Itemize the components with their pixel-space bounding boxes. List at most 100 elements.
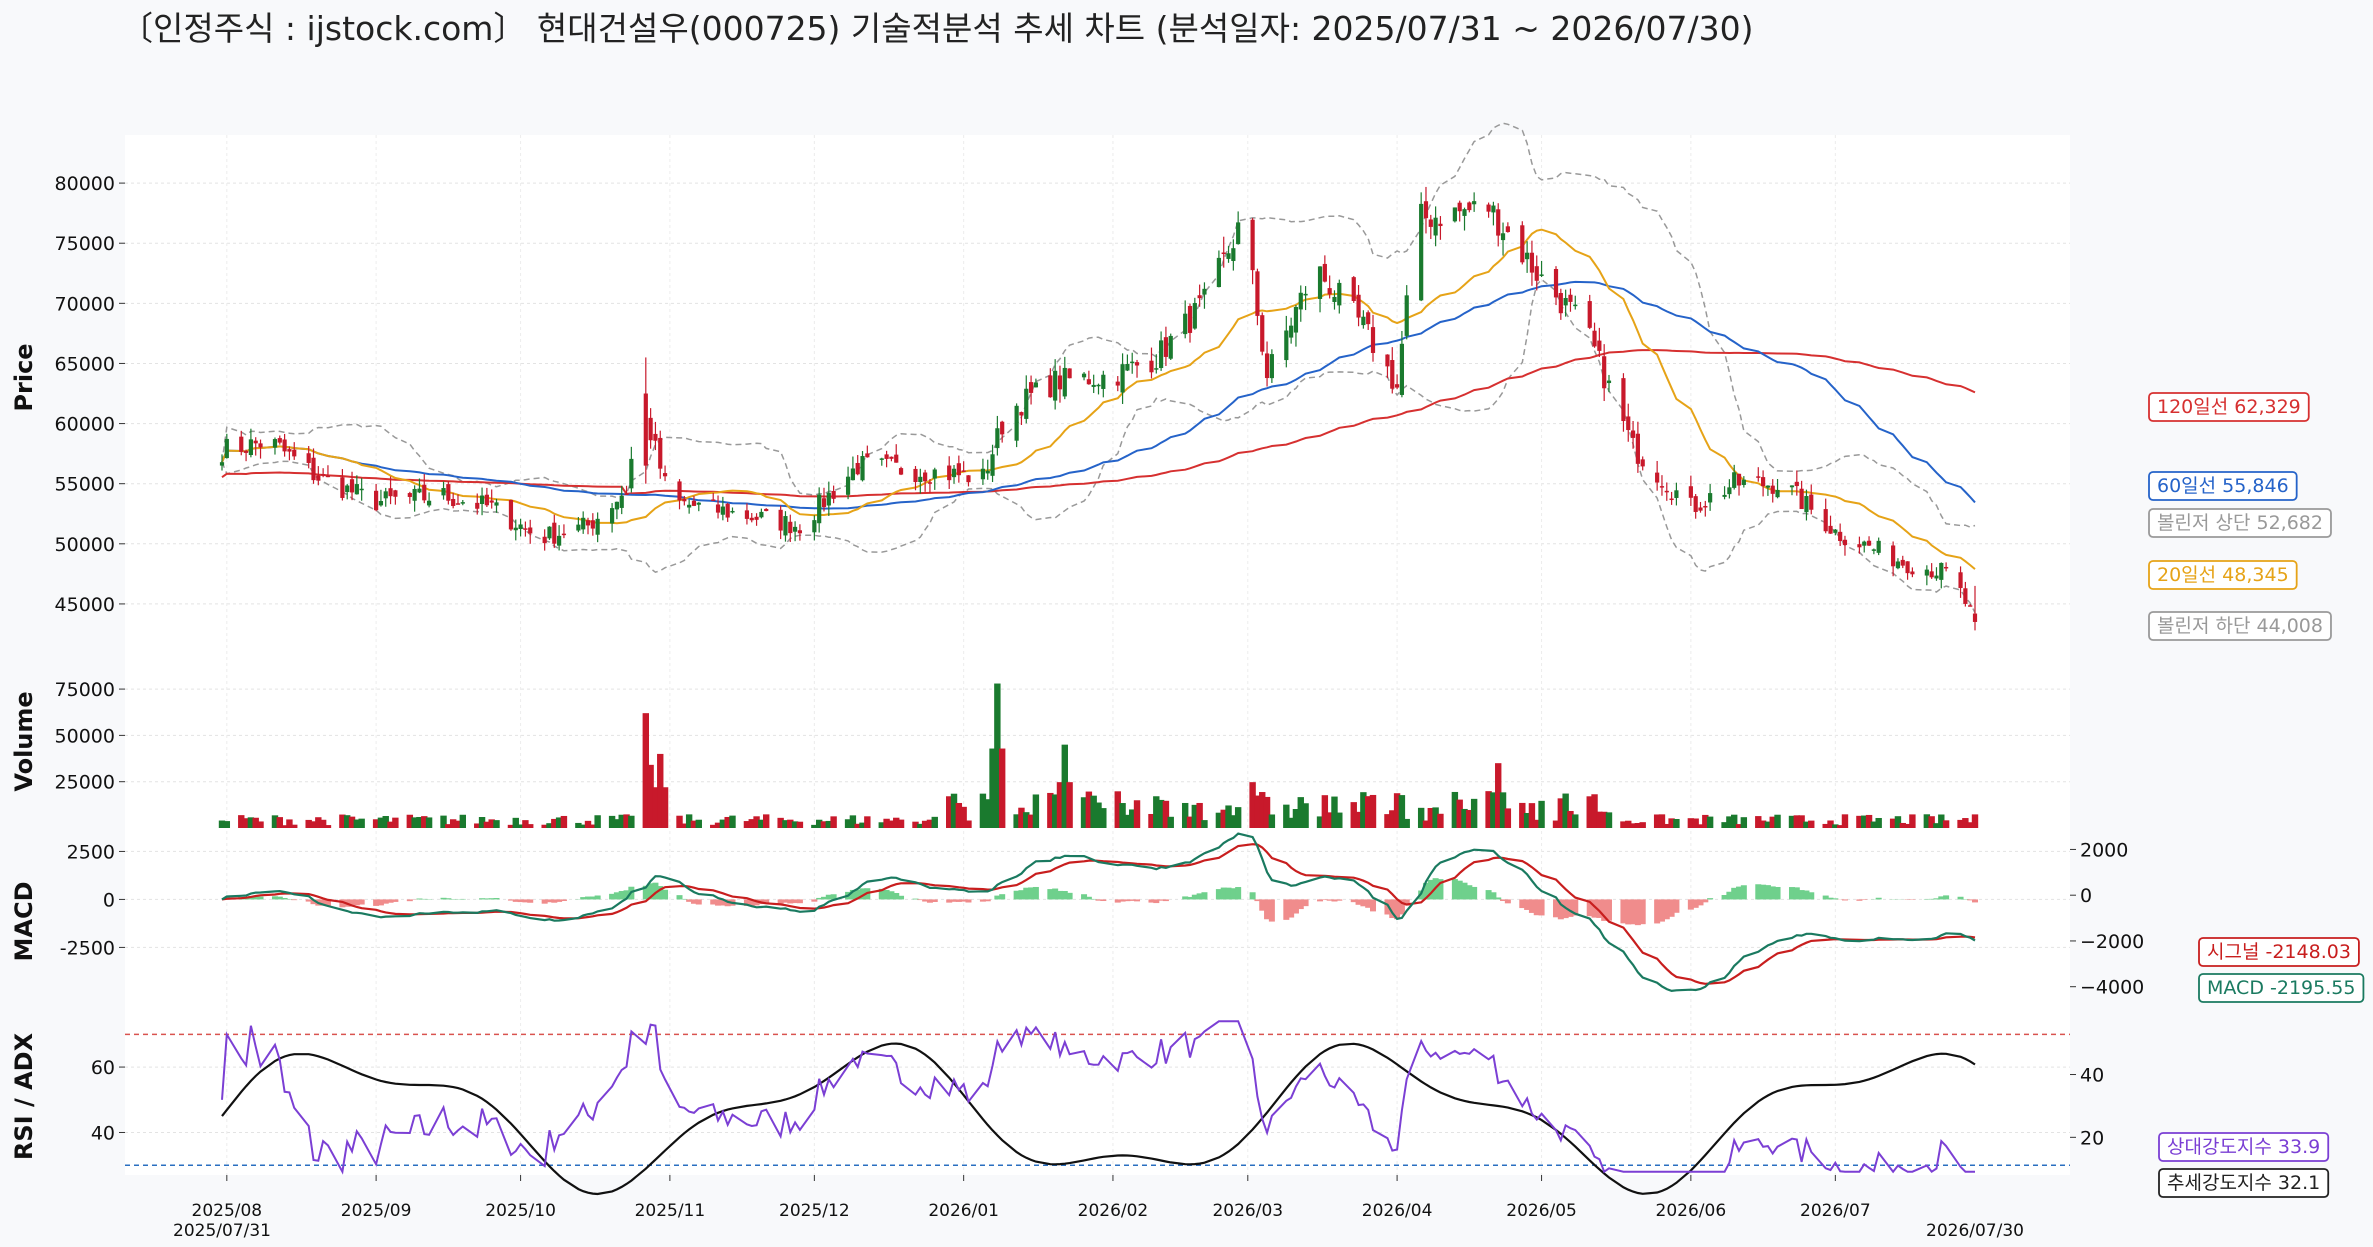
macd-histogram-bar [1524,899,1531,910]
macd-histogram-bar [1013,890,1020,900]
volume-bar [1364,796,1372,828]
volume-bar [1220,809,1227,828]
candle-body [321,474,326,476]
volume-bar [1495,763,1502,828]
candle-body [677,481,682,501]
macd-histogram-bar [662,889,669,900]
candle-body [826,492,831,506]
macd-histogram-bar [1692,899,1699,908]
macd-histogram-bar [1235,887,1242,900]
volume-bar [1567,810,1574,828]
candle-body [1028,382,1034,393]
candle-body [648,417,653,441]
candle-body [1529,252,1535,273]
candle-body [494,502,499,506]
volume-bar [657,753,664,828]
candle-body [985,470,990,474]
volume-bar [1673,819,1680,828]
volume-bar [1726,816,1733,828]
volume-bar [1259,792,1266,828]
macd-histogram-bar [1567,899,1574,917]
candle-body [619,495,624,508]
candle-body [1216,257,1221,288]
volume-bar [782,820,789,828]
ma60-value-label: 60일선 55,846 [2157,475,2289,497]
macd-histogram-bar [820,896,827,900]
candle-body [1250,219,1255,271]
volume-bar [1605,812,1613,828]
signal-line [221,843,1976,985]
candle-body [1423,201,1429,219]
macd-histogram-bar [1085,896,1092,900]
macd-histogram-bar [507,899,514,901]
volume-bar [1591,794,1598,828]
candle-body [393,490,398,497]
macd-histogram-bar [1230,888,1237,900]
volume-bar [1485,791,1492,828]
macd-histogram-bar [1572,899,1579,916]
candle-body [1332,296,1337,302]
candle-body [754,516,759,520]
candle-body [730,510,735,513]
candle-body [1794,481,1799,487]
volume-tick-label: 25000 [55,772,115,794]
macd-histogram-bar [1504,899,1511,904]
price-tick-label: 65000 [55,353,115,375]
macd-histogram-bar [252,896,259,900]
candle-body [451,498,456,506]
x-tick-label: 2025/08 [192,1201,263,1221]
candle-body [1014,405,1019,441]
volume-bar [791,821,799,828]
volume-bar [1600,811,1608,828]
volume-bar [989,748,996,828]
volume-bar [1909,814,1916,828]
candle-body [590,520,595,529]
volume-bar [1836,825,1844,828]
macd-histogram-bar [965,899,972,903]
candle-body [1163,337,1169,357]
candle-body [749,517,754,521]
macd-histogram-bar [1553,899,1560,918]
volume-bar [1023,812,1030,828]
candle-body [1048,375,1053,398]
volume-bar [931,816,938,828]
candle-body [484,494,489,506]
volume-bar [1735,824,1743,828]
price-tick-label: 45000 [55,594,115,616]
macd-histogram-bar [811,899,818,902]
volume-bar [1124,814,1131,828]
macd-histogram-bar [1360,899,1367,907]
candle-body [1924,569,1929,576]
volume-bar [1634,823,1642,828]
candle-body [1370,327,1376,353]
candle-body [243,450,249,453]
macd-histogram-bar [1933,898,1940,900]
candle-body [1640,459,1645,467]
macd-histogram-bar [1832,898,1839,900]
volume-bar [1899,822,1906,828]
macd-histogram-bar [488,898,495,900]
macd-histogram-bar [1182,896,1189,900]
volume-bar [1403,818,1410,828]
candle-body [258,443,263,448]
volume-bar [1653,814,1661,828]
volume-bar [575,822,582,828]
macd-histogram-bar [854,889,861,900]
volume-bar [218,820,226,828]
macd-histogram-bar [1630,899,1637,925]
volume-bar [541,824,548,828]
candle-body [658,437,663,469]
volume-bar [1331,796,1338,828]
candle-body [1900,559,1905,566]
ma120-value-label-box [2148,392,2310,422]
macd-histogram-bar [955,899,962,902]
volume-bar [681,823,688,828]
volume-bar [1234,807,1242,828]
candle-body [1698,507,1703,511]
candle-body [1765,485,1771,488]
candle-body [1606,380,1612,384]
candle-body [1635,433,1640,464]
candle-body [354,484,359,495]
macd-histogram-bar [1957,896,1964,900]
volume-bar [1971,814,1979,828]
